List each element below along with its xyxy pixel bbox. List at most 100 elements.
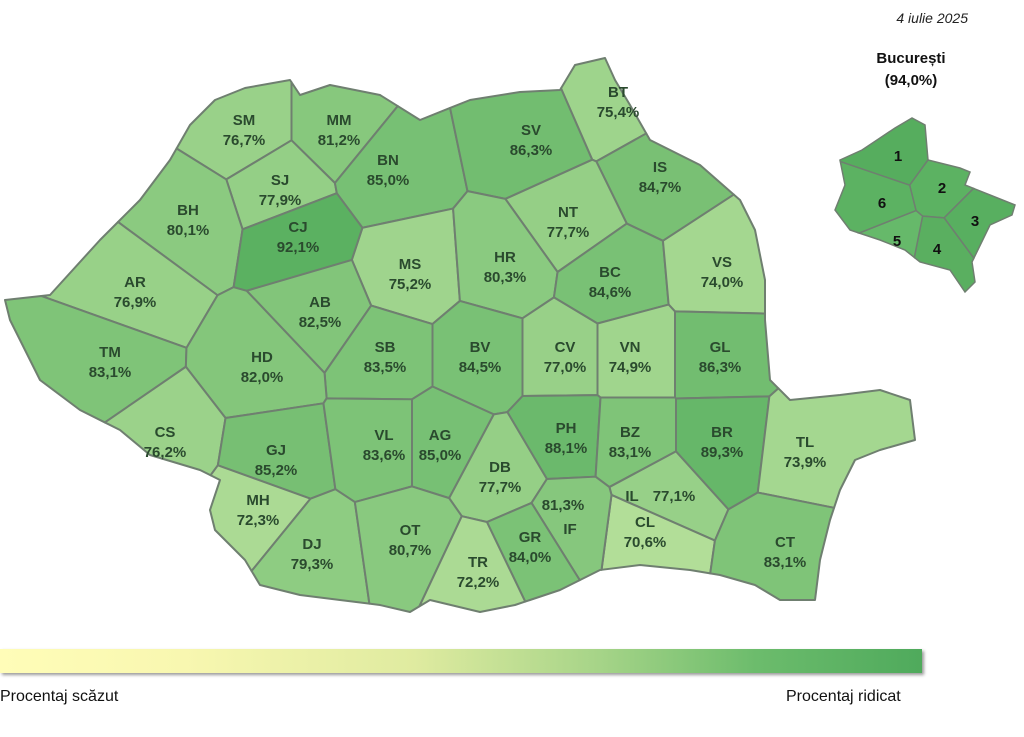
- legend-low-label: Procentaj scăzut: [0, 688, 119, 705]
- county-percentage: 84,0%: [509, 549, 552, 566]
- county-percentage: 75,2%: [389, 276, 432, 293]
- county-code: BC: [599, 264, 621, 281]
- county-code: AR: [124, 274, 146, 291]
- county-shape: [209, 464, 312, 572]
- county-code: SB: [375, 339, 396, 356]
- county-percentage: 83,1%: [764, 554, 807, 571]
- county-gl: GL 86,3%: [674, 310, 780, 400]
- county-code: SM: [233, 112, 256, 129]
- county-percentage: 89,3%: [701, 444, 744, 461]
- county-bc: BC 84,6%: [552, 222, 670, 325]
- bucharest-value: (94,0%): [884, 72, 938, 89]
- county-vl: VL 83,6%: [322, 397, 413, 504]
- sector-shape: [834, 160, 917, 234]
- county-code: SV: [521, 122, 541, 139]
- county-vs: VS 74,0%: [661, 193, 766, 315]
- county-code: CJ: [288, 219, 307, 236]
- county-code: BT: [608, 84, 628, 101]
- county-percentage: 72,2%: [457, 574, 500, 591]
- county-bh: BH 80,1%: [117, 147, 244, 297]
- county-percentage: 80,1%: [167, 222, 210, 239]
- county-sv: SV 86,3%: [449, 87, 594, 200]
- county-tl: TL 73,9%: [756, 387, 916, 509]
- county-code: CS: [155, 424, 176, 441]
- county-code: TM: [99, 344, 121, 361]
- county-code: OT: [400, 522, 421, 539]
- county-percentage: 76,2%: [144, 444, 187, 461]
- county-percentage: 82,5%: [299, 314, 342, 331]
- county-percentage: 77,9%: [259, 192, 302, 209]
- county-percentage: 85,0%: [367, 172, 410, 189]
- county-code: NT: [558, 204, 578, 221]
- sector-number: 3: [971, 213, 979, 230]
- county-percentage: 80,3%: [484, 269, 527, 286]
- county-shape: [353, 485, 463, 613]
- county-tr: TR 72,2%: [418, 515, 527, 613]
- county-db: DB 77,7%: [448, 411, 548, 524]
- county-code: PH: [556, 420, 577, 437]
- county-percentage: 85,2%: [255, 462, 298, 479]
- county-ot: OT 80,7%: [353, 485, 463, 613]
- county-bn: BN 85,0%: [333, 105, 469, 229]
- county-code: BV: [470, 339, 491, 356]
- sector-number: 6: [878, 195, 886, 212]
- county-br: BR 89,3%: [675, 395, 771, 511]
- county-percentage: 92,1%: [277, 239, 320, 256]
- county-code: MM: [327, 112, 352, 129]
- sector-shape: [913, 215, 976, 294]
- county-code: TL: [796, 434, 814, 451]
- county-percentage: 82,0%: [241, 369, 284, 386]
- county-percentage: 77,7%: [479, 479, 522, 496]
- county-code: BR: [711, 424, 733, 441]
- county-code: VL: [374, 427, 393, 444]
- county-percentage: 73,9%: [784, 454, 827, 471]
- date-label: 4 iulie 2025: [896, 10, 968, 26]
- county-shape: [709, 491, 836, 601]
- county-code: MH: [246, 492, 269, 509]
- county-code: IF: [563, 521, 576, 538]
- sector-number: 2: [938, 180, 946, 197]
- county-percentage: 84,6%: [589, 284, 632, 301]
- county-mh: MH 72,3%: [209, 464, 312, 572]
- county-percentage: 70,6%: [624, 534, 667, 551]
- county-percentage: 83,1%: [609, 444, 652, 461]
- sector-number: 1: [894, 148, 902, 165]
- county-percentage: 84,7%: [639, 179, 682, 196]
- county-percentage: 81,2%: [318, 132, 361, 149]
- county-percentage: 88,1%: [545, 440, 588, 457]
- county-code: GJ: [266, 442, 286, 459]
- county-code: BN: [377, 152, 399, 169]
- county-percentage: 86,3%: [510, 142, 553, 159]
- county-gr: GR 84,0%: [485, 501, 581, 603]
- county-code: HR: [494, 249, 516, 266]
- county-code: SJ: [271, 172, 289, 189]
- bucharest-title: București (94,0%): [866, 48, 956, 92]
- county-mm: MM 81,2%: [290, 81, 399, 185]
- county-percentage: 77,1%: [653, 488, 696, 505]
- county-code: CL: [635, 514, 655, 531]
- county-percentage: 76,9%: [114, 294, 157, 311]
- county-percentage: 77,7%: [547, 224, 590, 241]
- county-percentage: 81,3%: [542, 497, 585, 514]
- bucharest-name: București: [876, 50, 946, 67]
- county-percentage: 77,0%: [544, 359, 587, 376]
- county-vn: VN 74,9%: [596, 303, 676, 399]
- county-code: VN: [620, 339, 641, 356]
- county-if: IF 81,3%: [530, 475, 613, 582]
- county-code: IL: [625, 488, 638, 505]
- county-tm: TM 83,1%: [4, 294, 188, 424]
- county-code: MS: [399, 256, 422, 273]
- county-il: IL 77,1%: [608, 450, 730, 542]
- county-percentage: 76,7%: [223, 132, 266, 149]
- county-shape: [530, 475, 613, 582]
- county-percentage: 74,0%: [701, 274, 744, 291]
- county-code: AG: [429, 427, 452, 444]
- county-code: CT: [775, 534, 795, 551]
- county-code: IS: [653, 159, 667, 176]
- county-percentage: 85,0%: [419, 447, 462, 464]
- county-percentage: 83,5%: [364, 359, 407, 376]
- county-code: DB: [489, 459, 511, 476]
- county-percentage: 86,3%: [699, 359, 742, 376]
- county-percentage: 75,4%: [597, 104, 640, 121]
- county-percentage: 83,6%: [363, 447, 406, 464]
